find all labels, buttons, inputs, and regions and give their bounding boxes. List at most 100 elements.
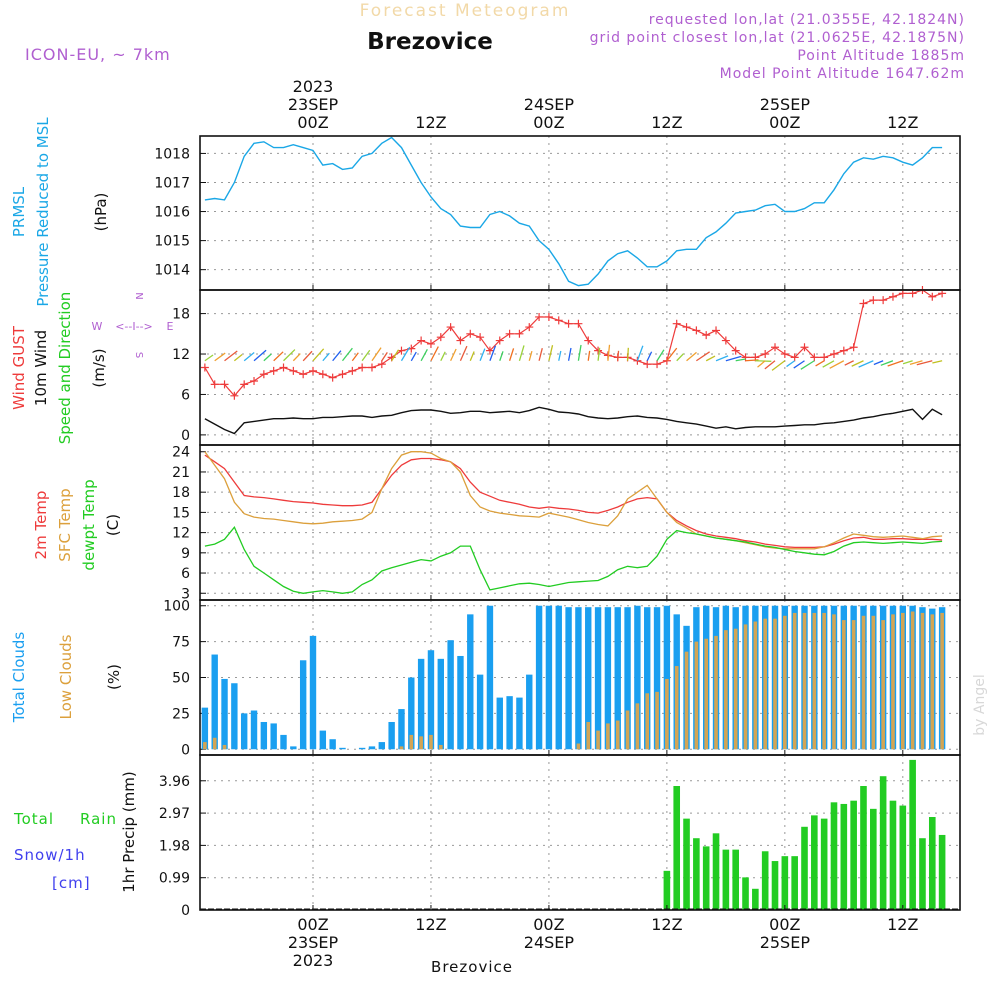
wind-gust-marker: [535, 312, 544, 321]
total-cloud-bar: [496, 697, 503, 750]
low-cloud-bar: [842, 620, 846, 750]
wind-direction-arrow: [822, 360, 835, 368]
top-date-label: 24SEP: [524, 95, 575, 114]
wind-direction-arrow: [322, 352, 330, 362]
y-tick-label: 75: [172, 635, 190, 651]
model-point-altitude: Model Point Altitude 1647.62m: [720, 66, 965, 82]
wind-gust-marker: [771, 343, 780, 352]
wind-direction-arrow: [577, 344, 582, 361]
low-clouds-title: Low Clouds: [57, 634, 75, 719]
wind-gust-marker: [869, 296, 878, 305]
wind-gust-marker: [200, 363, 209, 372]
wind-gust-marker: [790, 353, 799, 362]
y-tick-label: 0: [181, 428, 190, 444]
low-cloud-bar: [625, 710, 630, 750]
panels: 1014101510161017101806121836912151821240…: [154, 135, 961, 919]
total-cloud-bar: [408, 677, 415, 750]
wind-direction-arrow: [341, 347, 353, 362]
wind-direction-arrow: [469, 351, 475, 362]
precip-titles: Total Rain Snow/1h [cm] 1hr Precip (mm): [13, 771, 138, 892]
rain-bar: [712, 833, 720, 910]
y-tick-label: 1017: [154, 175, 190, 191]
pressure-unit: (hPa): [92, 193, 110, 232]
total-cloud-bar: [309, 635, 317, 750]
rain-bar: [840, 803, 848, 910]
wind-gust-marker: [741, 353, 750, 362]
wind-10m-line: [204, 406, 943, 435]
wind-gust-marker: [309, 366, 317, 375]
low-cloud-bar: [596, 730, 600, 750]
wind-gust-marker: [289, 366, 298, 375]
wind-gust-marker: [761, 350, 770, 359]
total-cloud-bar: [634, 605, 641, 750]
bottom-hour-label: 00Z: [533, 915, 564, 934]
total-cloud-bar: [250, 710, 258, 750]
wind-direction-arrow: [771, 360, 786, 371]
wind-direction-arrow: [499, 351, 504, 361]
y-tick-label: 24: [172, 445, 190, 461]
wind-direction-arrow: [400, 346, 411, 362]
compass-north: N: [133, 292, 144, 299]
total-cloud-bar: [476, 674, 484, 750]
wind-gust-marker: [692, 326, 701, 335]
low-cloud-bar: [743, 624, 748, 750]
pressure-title-2: Pressure Reduced to MSL: [34, 117, 52, 307]
total-cloud-bar: [614, 607, 621, 750]
low-cloud-bar: [606, 723, 610, 750]
rain-bar: [663, 870, 671, 910]
y-tick-label: 6: [181, 566, 190, 582]
wind-gust-marker: [358, 363, 367, 372]
sfc-temp-line: [204, 451, 943, 550]
precip-rain-title: Rain: [80, 810, 117, 828]
rain-bar: [752, 888, 759, 910]
wind-direction-arrow: [548, 345, 554, 361]
bottom-date-label: 25SEP: [760, 933, 811, 952]
pressure-frame: [199, 135, 961, 291]
rain-bar: [702, 846, 710, 910]
wind-direction-arrow: [916, 360, 933, 366]
wind-gust-marker: [240, 380, 249, 389]
total-cloud-bar: [270, 723, 277, 750]
wind-gust-marker: [456, 336, 465, 345]
wind-direction-arrow: [361, 349, 371, 362]
total-cloud-bar: [398, 709, 405, 750]
footer-station: Brezovice: [431, 958, 513, 976]
wind-direction-arrow: [844, 360, 854, 366]
rain-bar: [899, 805, 907, 910]
wind-direction-arrow: [735, 358, 746, 362]
wind-gust-marker: [928, 292, 937, 301]
low-cloud-bar: [763, 618, 767, 750]
y-tick-label: 1018: [154, 146, 190, 162]
wind-direction-arrow: [450, 348, 457, 362]
wind-gust-marker: [849, 343, 858, 352]
wind-gust-marker: [682, 323, 691, 332]
wind-direction-arrow: [902, 360, 913, 365]
rain-bar: [820, 818, 828, 910]
total-cloud-bar: [427, 650, 435, 750]
total-cloud-bar: [467, 614, 474, 750]
model-label: ICON-EU, ~ 7km: [25, 45, 171, 64]
low-cloud-bar: [783, 615, 787, 750]
wind-direction-arrow: [538, 347, 543, 361]
low-cloud-bar: [930, 614, 935, 750]
y-tick-label: 12: [172, 526, 190, 542]
wind-direction-arrow: [858, 360, 874, 368]
rain-bar: [742, 877, 749, 910]
total-cloud-bar: [417, 658, 425, 750]
total-cloud-bar: [437, 658, 444, 750]
y-tick-label: 3.96: [159, 774, 190, 790]
wind-gust-marker: [417, 336, 426, 345]
wind-direction-arrow: [558, 350, 562, 361]
wind-gust-marker: [476, 333, 485, 342]
wind-gust-marker: [210, 380, 219, 389]
temp-titles: 2m Temp SFC Temp dewpt Temp (C): [32, 479, 122, 570]
low-cloud-bar: [714, 635, 718, 750]
total-cloud-bar: [299, 660, 307, 750]
bottom-date-label: 23SEP: [288, 933, 339, 952]
wind-direction-arrow: [696, 351, 710, 362]
wind-direction-arrow: [479, 348, 486, 361]
wind-direction-arrow: [829, 360, 845, 369]
top-hour-label: 12Z: [887, 113, 918, 132]
rain-bar: [801, 826, 808, 910]
wind-direction-arrow: [932, 360, 943, 364]
